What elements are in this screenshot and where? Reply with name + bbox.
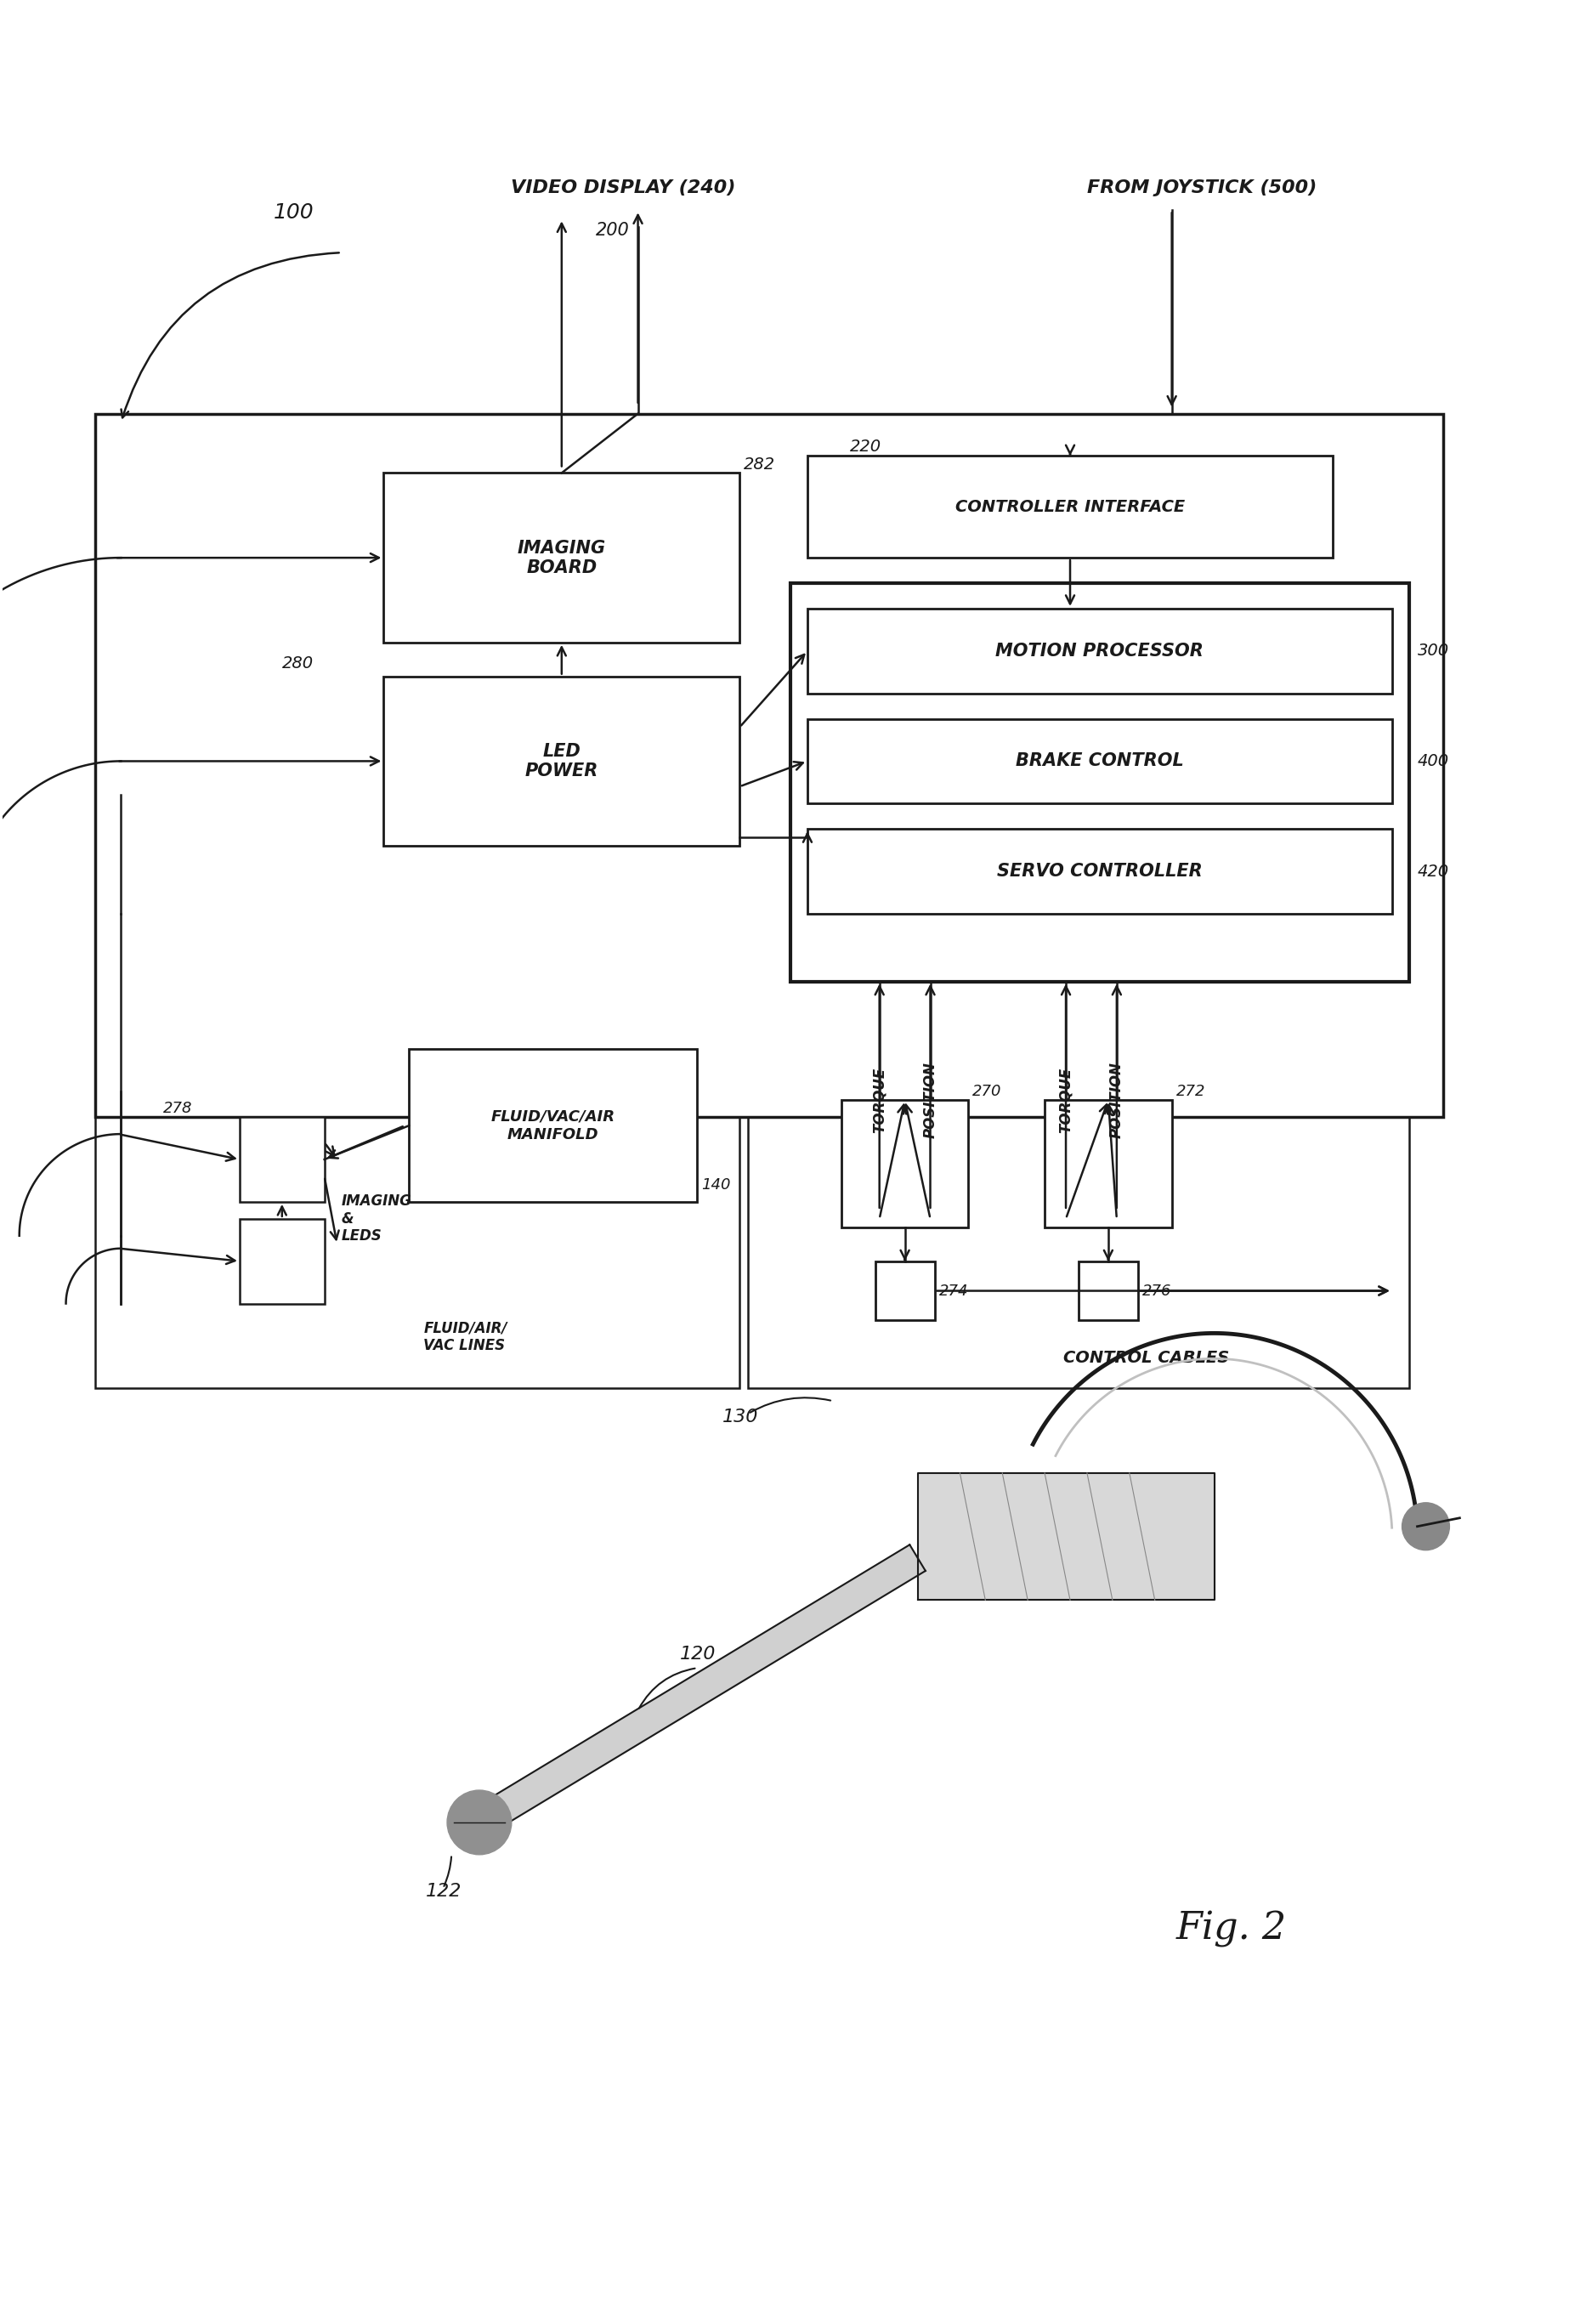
Text: FROM JOYSTICK (500): FROM JOYSTICK (500)	[1086, 179, 1316, 198]
Text: 140: 140	[701, 1178, 731, 1192]
Bar	[807, 456, 1332, 558]
Bar	[95, 414, 1443, 1118]
Bar	[239, 1218, 325, 1304]
Text: LED
POWER: LED POWER	[525, 744, 598, 779]
Text: 276: 276	[1142, 1283, 1172, 1299]
Bar	[790, 583, 1408, 981]
Bar	[239, 1118, 325, 1202]
Text: 270: 270	[972, 1083, 1002, 1099]
Circle shape	[1402, 1504, 1450, 1550]
Text: CONTROLLER INTERFACE: CONTROLLER INTERFACE	[955, 500, 1185, 516]
Bar	[1045, 1099, 1172, 1227]
Text: FLUID/VAC/AIR
MANIFOLD: FLUID/VAC/AIR MANIFOLD	[492, 1109, 615, 1141]
Text: Fig. 2: Fig. 2	[1175, 1910, 1286, 1948]
Bar	[875, 1262, 934, 1320]
Text: BRAKE CONTROL: BRAKE CONTROL	[1015, 753, 1183, 769]
Bar	[807, 609, 1393, 693]
Text: 120: 120	[680, 1645, 717, 1664]
Polygon shape	[460, 1545, 926, 1843]
Text: 420: 420	[1418, 862, 1450, 878]
Text: POSITION: POSITION	[923, 1062, 937, 1139]
Text: IMAGING
&
LEDS: IMAGING & LEDS	[341, 1192, 412, 1243]
Text: 220: 220	[850, 439, 882, 456]
Text: 278: 278	[163, 1102, 192, 1116]
Text: 130: 130	[723, 1408, 758, 1425]
Bar	[384, 474, 739, 641]
Text: 274: 274	[939, 1283, 967, 1299]
Text: CONTROL CABLES: CONTROL CABLES	[1063, 1350, 1229, 1367]
Text: 282: 282	[744, 458, 776, 474]
Bar	[409, 1048, 698, 1202]
Text: VIDEO DISPLAY (240): VIDEO DISPLAY (240)	[511, 179, 736, 198]
Text: 100: 100	[273, 202, 314, 223]
Text: 122: 122	[427, 1882, 462, 1901]
Text: FLUID/AIR/
VAC LINES: FLUID/AIR/ VAC LINES	[423, 1320, 508, 1353]
Text: SERVO CONTROLLER: SERVO CONTROLLER	[998, 862, 1202, 881]
Text: 280: 280	[282, 655, 314, 672]
Text: IMAGING
BOARD: IMAGING BOARD	[517, 539, 606, 576]
Text: MOTION PROCESSOR: MOTION PROCESSOR	[996, 641, 1204, 660]
Text: 400: 400	[1418, 753, 1450, 769]
Bar	[807, 830, 1393, 913]
Bar	[95, 1118, 739, 1387]
Bar	[841, 1099, 969, 1227]
Text: 272: 272	[1177, 1083, 1205, 1099]
Text: TORQUE: TORQUE	[1058, 1067, 1074, 1134]
Text: TORQUE: TORQUE	[872, 1067, 887, 1134]
Circle shape	[447, 1789, 512, 1855]
Bar	[1078, 1262, 1137, 1320]
Bar	[807, 718, 1393, 804]
Text: POSITION: POSITION	[1109, 1062, 1124, 1139]
Bar	[749, 1118, 1408, 1387]
Text: 300: 300	[1418, 644, 1450, 660]
Bar	[384, 676, 739, 846]
Polygon shape	[918, 1473, 1215, 1601]
Text: 200: 200	[596, 223, 630, 239]
